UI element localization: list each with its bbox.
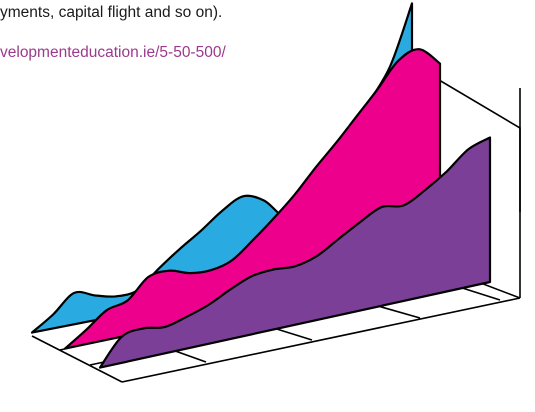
source-link[interactable]: velopmenteducation.ie/5-50-500/ [0, 44, 226, 61]
floor-right-edge [121, 297, 521, 383]
caption-text: yments, capital flight and so on). [0, 4, 223, 21]
floor-front-edge [31, 335, 123, 383]
ridge-front-area [98, 136, 492, 369]
series-layer [30, 2, 492, 369]
